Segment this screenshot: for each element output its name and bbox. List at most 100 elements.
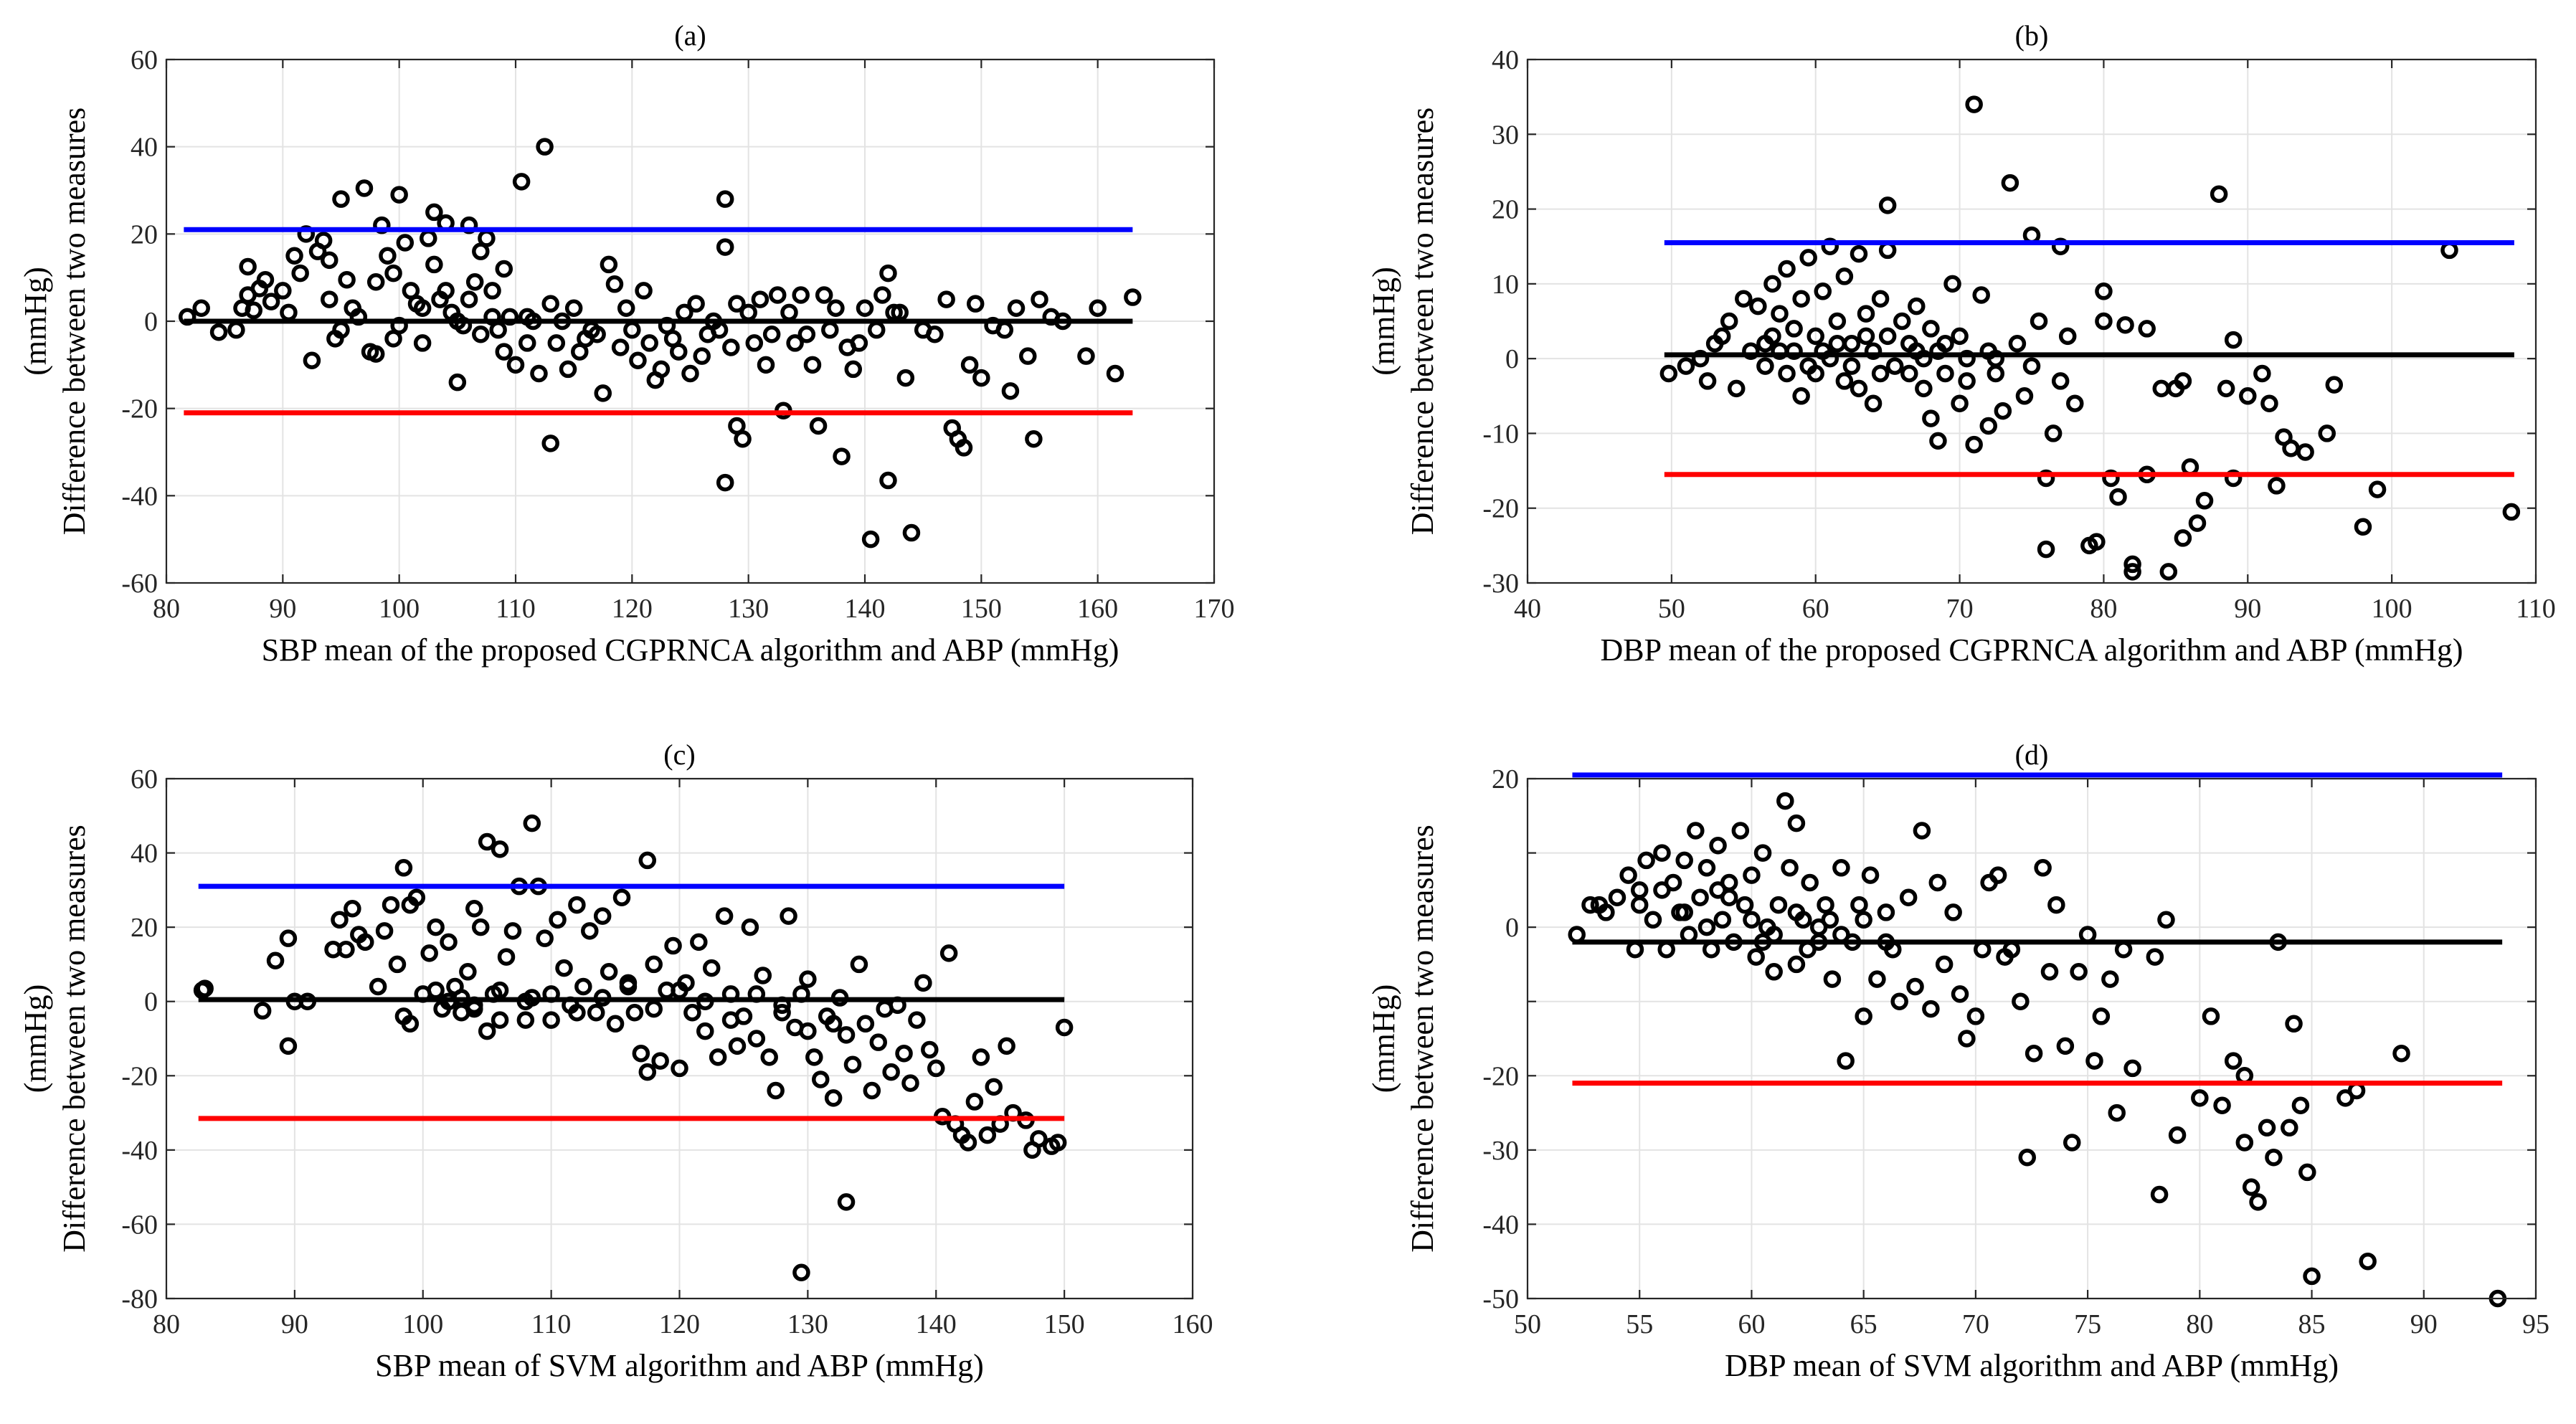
y-tick-label: -30 xyxy=(1482,569,1519,599)
data-point xyxy=(1697,918,1716,936)
data-point xyxy=(516,1011,535,1029)
x-tick-label: 130 xyxy=(787,1309,828,1339)
data-point xyxy=(420,944,438,962)
data-point xyxy=(1743,911,1761,929)
data-point xyxy=(425,255,443,274)
data-point xyxy=(696,1022,714,1040)
data-point xyxy=(2281,1119,2298,1137)
data-point xyxy=(921,1040,939,1059)
data-point xyxy=(1630,896,1649,914)
data-point xyxy=(465,273,484,291)
data-point xyxy=(594,384,612,402)
data-point xyxy=(1814,283,1832,300)
data-point xyxy=(1823,970,1842,988)
data-point xyxy=(760,1048,778,1066)
data-point xyxy=(1855,911,1872,929)
x-tick-label: 90 xyxy=(269,594,296,624)
data-point xyxy=(2354,518,2372,536)
data-point xyxy=(926,326,944,343)
y-axis-label-line-2: (mmHg) xyxy=(1366,267,1401,376)
data-point xyxy=(2146,948,2164,966)
data-point xyxy=(645,955,663,974)
data-point xyxy=(2181,458,2199,476)
y-tick-label: -60 xyxy=(121,569,158,599)
panel-a: 80 90 100 110 120 130 140 150 160 170 -60 -40 -20 0 20… xyxy=(18,19,1235,668)
data-point xyxy=(902,523,921,542)
data-point xyxy=(1900,335,1918,353)
data-point xyxy=(2159,563,2178,581)
data-point xyxy=(1922,409,1940,427)
data-point xyxy=(873,286,891,304)
data-point xyxy=(895,1044,913,1063)
data-point xyxy=(1850,245,1868,263)
panel-title: (a) xyxy=(674,19,706,52)
data-point xyxy=(1731,822,1750,840)
data-point xyxy=(2258,1119,2276,1137)
data-point xyxy=(1929,432,1947,450)
data-point xyxy=(256,270,275,289)
data-point xyxy=(1727,379,1746,398)
data-point xyxy=(2040,963,2059,981)
data-point xyxy=(2116,315,2134,334)
data-point xyxy=(605,275,624,293)
data-point xyxy=(2047,896,2065,914)
x-axis-label: SBP mean of SVM algorithm and ABP (mmHg) xyxy=(375,1348,984,1383)
data-point xyxy=(966,295,985,313)
data-point xyxy=(2296,443,2314,461)
data-point xyxy=(1736,896,1754,914)
data-point xyxy=(1089,299,1107,317)
data-point xyxy=(2239,387,2257,405)
data-point xyxy=(664,936,682,955)
y-tick-label: -20 xyxy=(121,1061,158,1091)
data-point xyxy=(863,1081,881,1100)
data-point xyxy=(1987,349,2005,368)
data-point xyxy=(2152,379,2171,398)
data-point xyxy=(2066,394,2084,412)
x-tick-label: 110 xyxy=(496,594,536,624)
data-point xyxy=(559,360,577,379)
data-point xyxy=(2242,1178,2260,1196)
data-point xyxy=(728,295,746,313)
data-point xyxy=(1878,241,1897,260)
y-tick-label: -30 xyxy=(1482,1136,1519,1166)
data-point xyxy=(1713,327,1731,346)
y-tick-label: -80 xyxy=(121,1284,158,1314)
data-point xyxy=(593,907,612,925)
x-tick-label: 100 xyxy=(402,1309,443,1339)
data-point xyxy=(523,814,541,832)
data-point xyxy=(1974,940,1992,959)
data-point xyxy=(824,1089,843,1107)
x-axis-label: SBP mean of the proposed CGPRNCA algorit… xyxy=(262,632,1119,668)
y-axis-label-line-1: Difference between two measures xyxy=(57,825,92,1253)
data-point xyxy=(1659,364,1678,383)
data-point xyxy=(394,859,413,877)
data-point xyxy=(1581,896,1599,914)
data-point xyxy=(1568,926,1586,944)
data-point xyxy=(1778,260,1796,278)
data-point xyxy=(2037,469,2055,488)
x-tick-label: 55 xyxy=(1626,1309,1653,1339)
data-point xyxy=(1597,903,1615,921)
x-tick-label: 70 xyxy=(1962,1309,1989,1339)
data-point xyxy=(1842,357,1861,375)
panel-title: (b) xyxy=(2015,19,2049,52)
data-point xyxy=(702,959,721,977)
data-point xyxy=(1958,349,1976,368)
data-point xyxy=(2085,1052,2103,1070)
data-point xyxy=(2217,379,2235,398)
data-point xyxy=(1857,327,1875,346)
data-point xyxy=(2268,477,2286,495)
y-axis-label-line-1: Difference between two measures xyxy=(57,108,92,536)
data-point xyxy=(780,303,798,322)
y-axis-label: Difference between two measures(mmHg) xyxy=(1366,108,1440,536)
data-point xyxy=(619,974,638,992)
data-point xyxy=(1799,940,1817,959)
data-point xyxy=(767,1081,785,1100)
data-point xyxy=(491,840,509,858)
data-point xyxy=(716,238,734,256)
data-point xyxy=(716,190,734,208)
data-point xyxy=(285,247,303,265)
data-point xyxy=(337,940,355,959)
data-point xyxy=(2108,1103,2126,1122)
data-point xyxy=(2502,503,2521,521)
